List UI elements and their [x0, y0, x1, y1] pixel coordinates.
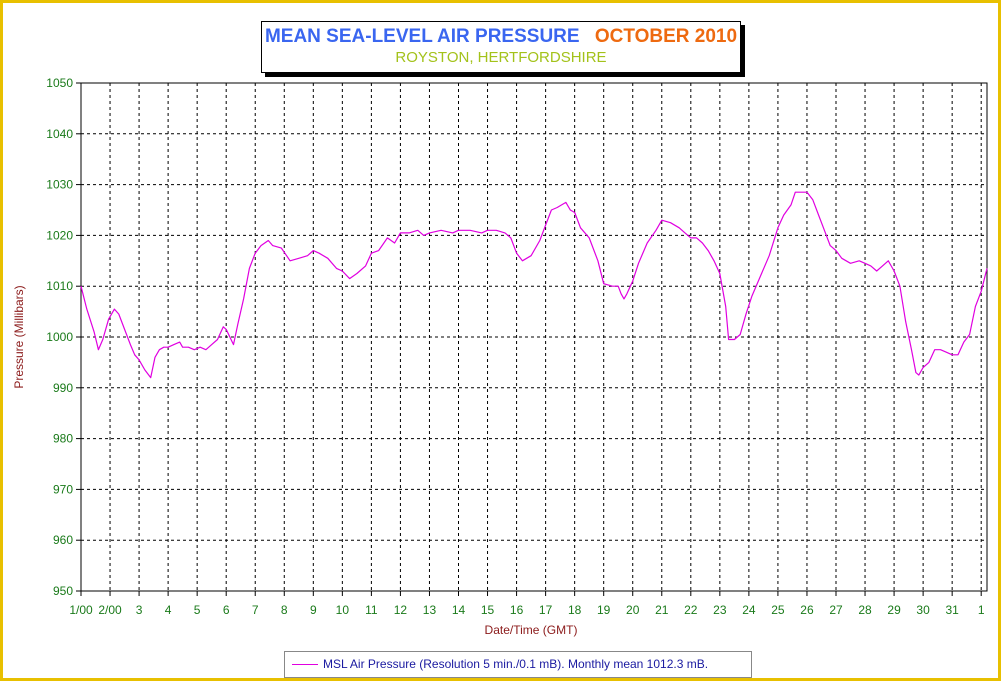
y-tick-label: 950	[53, 584, 73, 598]
y-tick-label: 1050	[46, 76, 73, 90]
y-tick-label: 990	[53, 381, 73, 395]
y-axis-label: Pressure (Millibars)	[12, 285, 26, 388]
gridlines	[81, 83, 987, 591]
x-tick-label: 22	[684, 603, 698, 617]
chart-subtitle: ROYSTON, HERTFORDSHIRE	[395, 49, 607, 66]
x-tick-label: 25	[771, 603, 785, 617]
x-tick-label: 13	[423, 603, 437, 617]
y-tick-label: 980	[53, 432, 73, 446]
x-tick-label: 6	[223, 603, 230, 617]
chart-plot: 950960970980990100010101020103010401050 …	[12, 76, 988, 637]
x-tick-labels: 1/00 2/00 3 4 5 6 7 8 9 10 11 12 13 14 15 16 17 18 19 20 21 2…	[69, 603, 985, 617]
y-tick-label: 1030	[46, 178, 73, 192]
plot-border	[80, 82, 988, 592]
x-tick-label: 18	[568, 603, 582, 617]
x-axis-label: Date/Time (GMT)	[485, 623, 578, 637]
legend: MSL Air Pressure (Resolution 5 min./0.1 …	[284, 651, 752, 678]
x-tick-label: 8	[281, 603, 288, 617]
y-tick-label: 1040	[46, 127, 73, 141]
x-tick-label: 1/00	[69, 603, 93, 617]
y-tick-label: 1020	[46, 228, 73, 242]
x-tick-label: 2/00	[98, 603, 122, 617]
x-tick-label: 27	[829, 603, 843, 617]
x-tick-label: 26	[800, 603, 814, 617]
x-tick-label: 12	[394, 603, 408, 617]
x-tick-label: 30	[916, 603, 930, 617]
x-tick-label: 24	[742, 603, 756, 617]
x-tick-label: 1	[978, 603, 985, 617]
chart-title: MEAN SEA-LEVEL AIR PRESSURE	[264, 26, 580, 47]
x-tick-label: 17	[539, 603, 553, 617]
axes	[76, 82, 988, 596]
x-tick-label: 31	[945, 603, 959, 617]
x-tick-label: 3	[136, 603, 143, 617]
x-tick-label: 29	[887, 603, 901, 617]
chart-title-month: OCTOBER 2010	[594, 26, 738, 47]
series-layer	[80, 191, 988, 379]
y-tick-label: 970	[53, 482, 73, 496]
x-tick-label: 10	[336, 603, 350, 617]
legend-swatch	[292, 664, 318, 666]
x-tick-label: 4	[165, 603, 172, 617]
x-tick-label: 11	[365, 603, 378, 617]
x-tick-label: 9	[310, 603, 317, 617]
y-tick-label: 1000	[46, 330, 73, 344]
x-tick-label: 14	[452, 603, 466, 617]
x-tick-label: 5	[194, 603, 201, 617]
series-line-msl-pressure	[80, 191, 988, 379]
x-tick-label: 19	[597, 603, 611, 617]
x-tick-label: 21	[655, 603, 669, 617]
x-tick-label: 15	[481, 603, 495, 617]
legend-label: MSL Air Pressure (Resolution 5 min./0.1 …	[323, 657, 709, 671]
x-tick-label: 16	[510, 603, 524, 617]
y-tick-label: 960	[53, 533, 73, 547]
title-line: MEAN SEA-LEVEL AIR PRESSURE OCTOBER 2010	[262, 26, 740, 48]
y-tick-label: 1010	[46, 279, 73, 293]
x-tick-label: 7	[252, 603, 259, 617]
x-tick-label: 20	[626, 603, 640, 617]
title-box: MEAN SEA-LEVEL AIR PRESSURE OCTOBER 2010…	[261, 21, 741, 73]
x-tick-label: 23	[713, 603, 727, 617]
x-tick-label: 28	[858, 603, 872, 617]
y-tick-labels: 950 960 970 980 990 1000 1010 1020 1030 1040 1050	[46, 76, 73, 598]
